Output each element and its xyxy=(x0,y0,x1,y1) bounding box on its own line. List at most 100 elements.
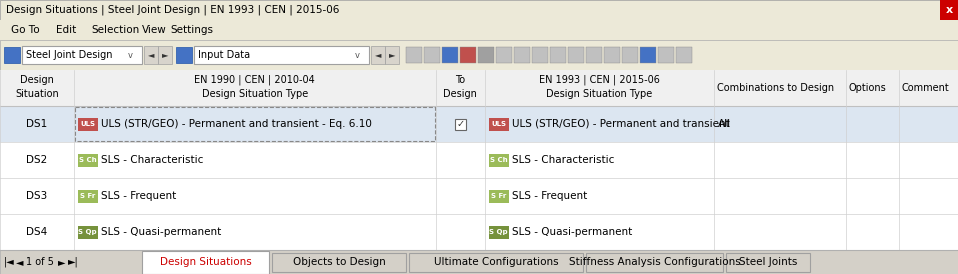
Text: Input Data: Input Data xyxy=(198,50,250,60)
Text: ►: ► xyxy=(58,257,65,267)
FancyBboxPatch shape xyxy=(640,47,656,63)
Text: Design Situation Type: Design Situation Type xyxy=(202,89,308,99)
Text: Design Situation Type: Design Situation Type xyxy=(546,89,652,99)
Text: ULS: ULS xyxy=(80,121,95,127)
FancyBboxPatch shape xyxy=(0,70,958,250)
FancyBboxPatch shape xyxy=(194,46,369,64)
FancyBboxPatch shape xyxy=(478,47,494,63)
FancyBboxPatch shape xyxy=(406,47,422,63)
FancyBboxPatch shape xyxy=(424,47,440,63)
Text: SLS - Frequent: SLS - Frequent xyxy=(101,191,176,201)
FancyBboxPatch shape xyxy=(0,178,958,214)
FancyBboxPatch shape xyxy=(371,46,385,64)
FancyBboxPatch shape xyxy=(496,47,512,63)
Text: Design: Design xyxy=(444,89,477,99)
Text: Comment: Comment xyxy=(901,83,949,93)
Text: S Fr: S Fr xyxy=(80,193,96,199)
FancyBboxPatch shape xyxy=(940,0,958,20)
FancyBboxPatch shape xyxy=(0,0,958,20)
Text: Ultimate Configurations: Ultimate Configurations xyxy=(434,257,559,267)
Text: DS1: DS1 xyxy=(26,119,48,129)
Text: SLS - Quasi-permanent: SLS - Quasi-permanent xyxy=(512,227,632,237)
Text: DS2: DS2 xyxy=(26,155,48,165)
Text: ◄: ◄ xyxy=(148,50,154,59)
Text: S Qp: S Qp xyxy=(490,229,508,235)
Text: Situation: Situation xyxy=(15,89,58,99)
Text: Edit: Edit xyxy=(56,25,76,35)
Text: S Ch: S Ch xyxy=(79,157,97,163)
FancyBboxPatch shape xyxy=(658,47,674,63)
Text: ►: ► xyxy=(389,50,396,59)
Text: SLS - Characteristic: SLS - Characteristic xyxy=(101,155,203,165)
Text: Steel Joint Design: Steel Joint Design xyxy=(26,50,112,60)
Text: S Qp: S Qp xyxy=(79,229,97,235)
FancyBboxPatch shape xyxy=(622,47,638,63)
Text: Combinations to Design: Combinations to Design xyxy=(717,83,833,93)
Text: Settings: Settings xyxy=(171,25,214,35)
FancyBboxPatch shape xyxy=(0,214,958,250)
Text: Stiffness Analysis Configurations: Stiffness Analysis Configurations xyxy=(569,257,741,267)
Text: EN 1993 | CEN | 2015-06: EN 1993 | CEN | 2015-06 xyxy=(538,75,660,85)
FancyBboxPatch shape xyxy=(604,47,620,63)
FancyBboxPatch shape xyxy=(489,118,509,130)
Text: 1 of 5: 1 of 5 xyxy=(26,257,54,267)
FancyBboxPatch shape xyxy=(0,250,958,274)
Text: v: v xyxy=(355,50,360,59)
Text: SLS - Characteristic: SLS - Characteristic xyxy=(512,155,614,165)
FancyBboxPatch shape xyxy=(489,153,509,167)
FancyBboxPatch shape xyxy=(22,46,142,64)
Text: Design Situations | Steel Joint Design | EN 1993 | CEN | 2015-06: Design Situations | Steel Joint Design |… xyxy=(6,5,339,15)
Text: EN 1990 | CEN | 2010-04: EN 1990 | CEN | 2010-04 xyxy=(194,75,315,85)
Text: Selection: Selection xyxy=(91,25,139,35)
Text: Objects to Design: Objects to Design xyxy=(293,257,385,267)
Text: x: x xyxy=(946,5,952,15)
Text: Design: Design xyxy=(20,75,54,85)
Text: View: View xyxy=(142,25,167,35)
Text: ►|: ►| xyxy=(68,257,79,267)
Text: ULS (STR/GEO) - Permanent and transient: ULS (STR/GEO) - Permanent and transient xyxy=(512,119,729,129)
Text: Go To: Go To xyxy=(11,25,40,35)
FancyBboxPatch shape xyxy=(78,190,98,202)
Text: SLS - Frequent: SLS - Frequent xyxy=(512,191,587,201)
FancyBboxPatch shape xyxy=(0,40,958,70)
FancyBboxPatch shape xyxy=(514,47,530,63)
FancyBboxPatch shape xyxy=(158,46,172,64)
FancyBboxPatch shape xyxy=(176,47,192,63)
Text: ◄: ◄ xyxy=(375,50,381,59)
FancyBboxPatch shape xyxy=(460,47,476,63)
Text: ◄: ◄ xyxy=(16,257,24,267)
FancyBboxPatch shape xyxy=(78,226,98,238)
FancyBboxPatch shape xyxy=(272,253,406,272)
FancyBboxPatch shape xyxy=(78,153,98,167)
FancyBboxPatch shape xyxy=(78,118,98,130)
Text: SLS - Quasi-permanent: SLS - Quasi-permanent xyxy=(101,227,221,237)
FancyBboxPatch shape xyxy=(0,20,958,40)
FancyBboxPatch shape xyxy=(532,47,548,63)
Text: Steel Joints: Steel Joints xyxy=(739,257,797,267)
Text: To: To xyxy=(455,75,466,85)
Text: DS3: DS3 xyxy=(26,191,48,201)
FancyBboxPatch shape xyxy=(489,190,509,202)
Text: Options: Options xyxy=(849,83,887,93)
Text: All: All xyxy=(718,119,731,129)
FancyBboxPatch shape xyxy=(726,253,810,272)
FancyBboxPatch shape xyxy=(142,251,269,274)
FancyBboxPatch shape xyxy=(568,47,584,63)
FancyBboxPatch shape xyxy=(489,226,509,238)
Text: S Ch: S Ch xyxy=(490,157,508,163)
FancyBboxPatch shape xyxy=(586,47,602,63)
FancyBboxPatch shape xyxy=(0,142,958,178)
FancyBboxPatch shape xyxy=(586,253,723,272)
Text: ✓: ✓ xyxy=(456,119,465,129)
Text: ULS (STR/GEO) - Permanent and transient - Eq. 6.10: ULS (STR/GEO) - Permanent and transient … xyxy=(101,119,372,129)
FancyBboxPatch shape xyxy=(144,46,158,64)
FancyBboxPatch shape xyxy=(0,106,958,142)
FancyBboxPatch shape xyxy=(455,118,466,130)
Text: v: v xyxy=(128,50,133,59)
Text: DS4: DS4 xyxy=(26,227,48,237)
FancyBboxPatch shape xyxy=(0,70,958,106)
Text: |◄: |◄ xyxy=(4,257,14,267)
FancyBboxPatch shape xyxy=(4,47,20,63)
FancyBboxPatch shape xyxy=(550,47,566,63)
Text: S Fr: S Fr xyxy=(491,193,507,199)
